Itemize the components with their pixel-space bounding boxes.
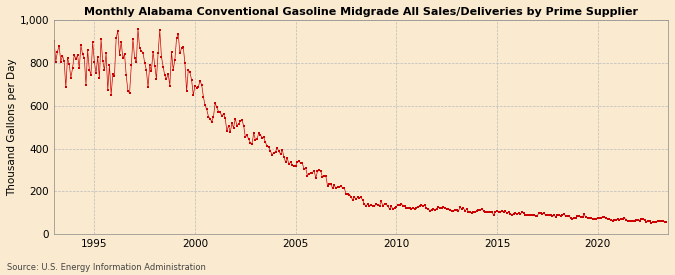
Text: Source: U.S. Energy Information Administration: Source: U.S. Energy Information Administ… <box>7 263 206 272</box>
Title: Monthly Alabama Conventional Gasoline Midgrade All Sales/Deliveries by Prime Sup: Monthly Alabama Conventional Gasoline Mi… <box>84 7 638 17</box>
Y-axis label: Thousand Gallons per Day: Thousand Gallons per Day <box>7 58 17 196</box>
